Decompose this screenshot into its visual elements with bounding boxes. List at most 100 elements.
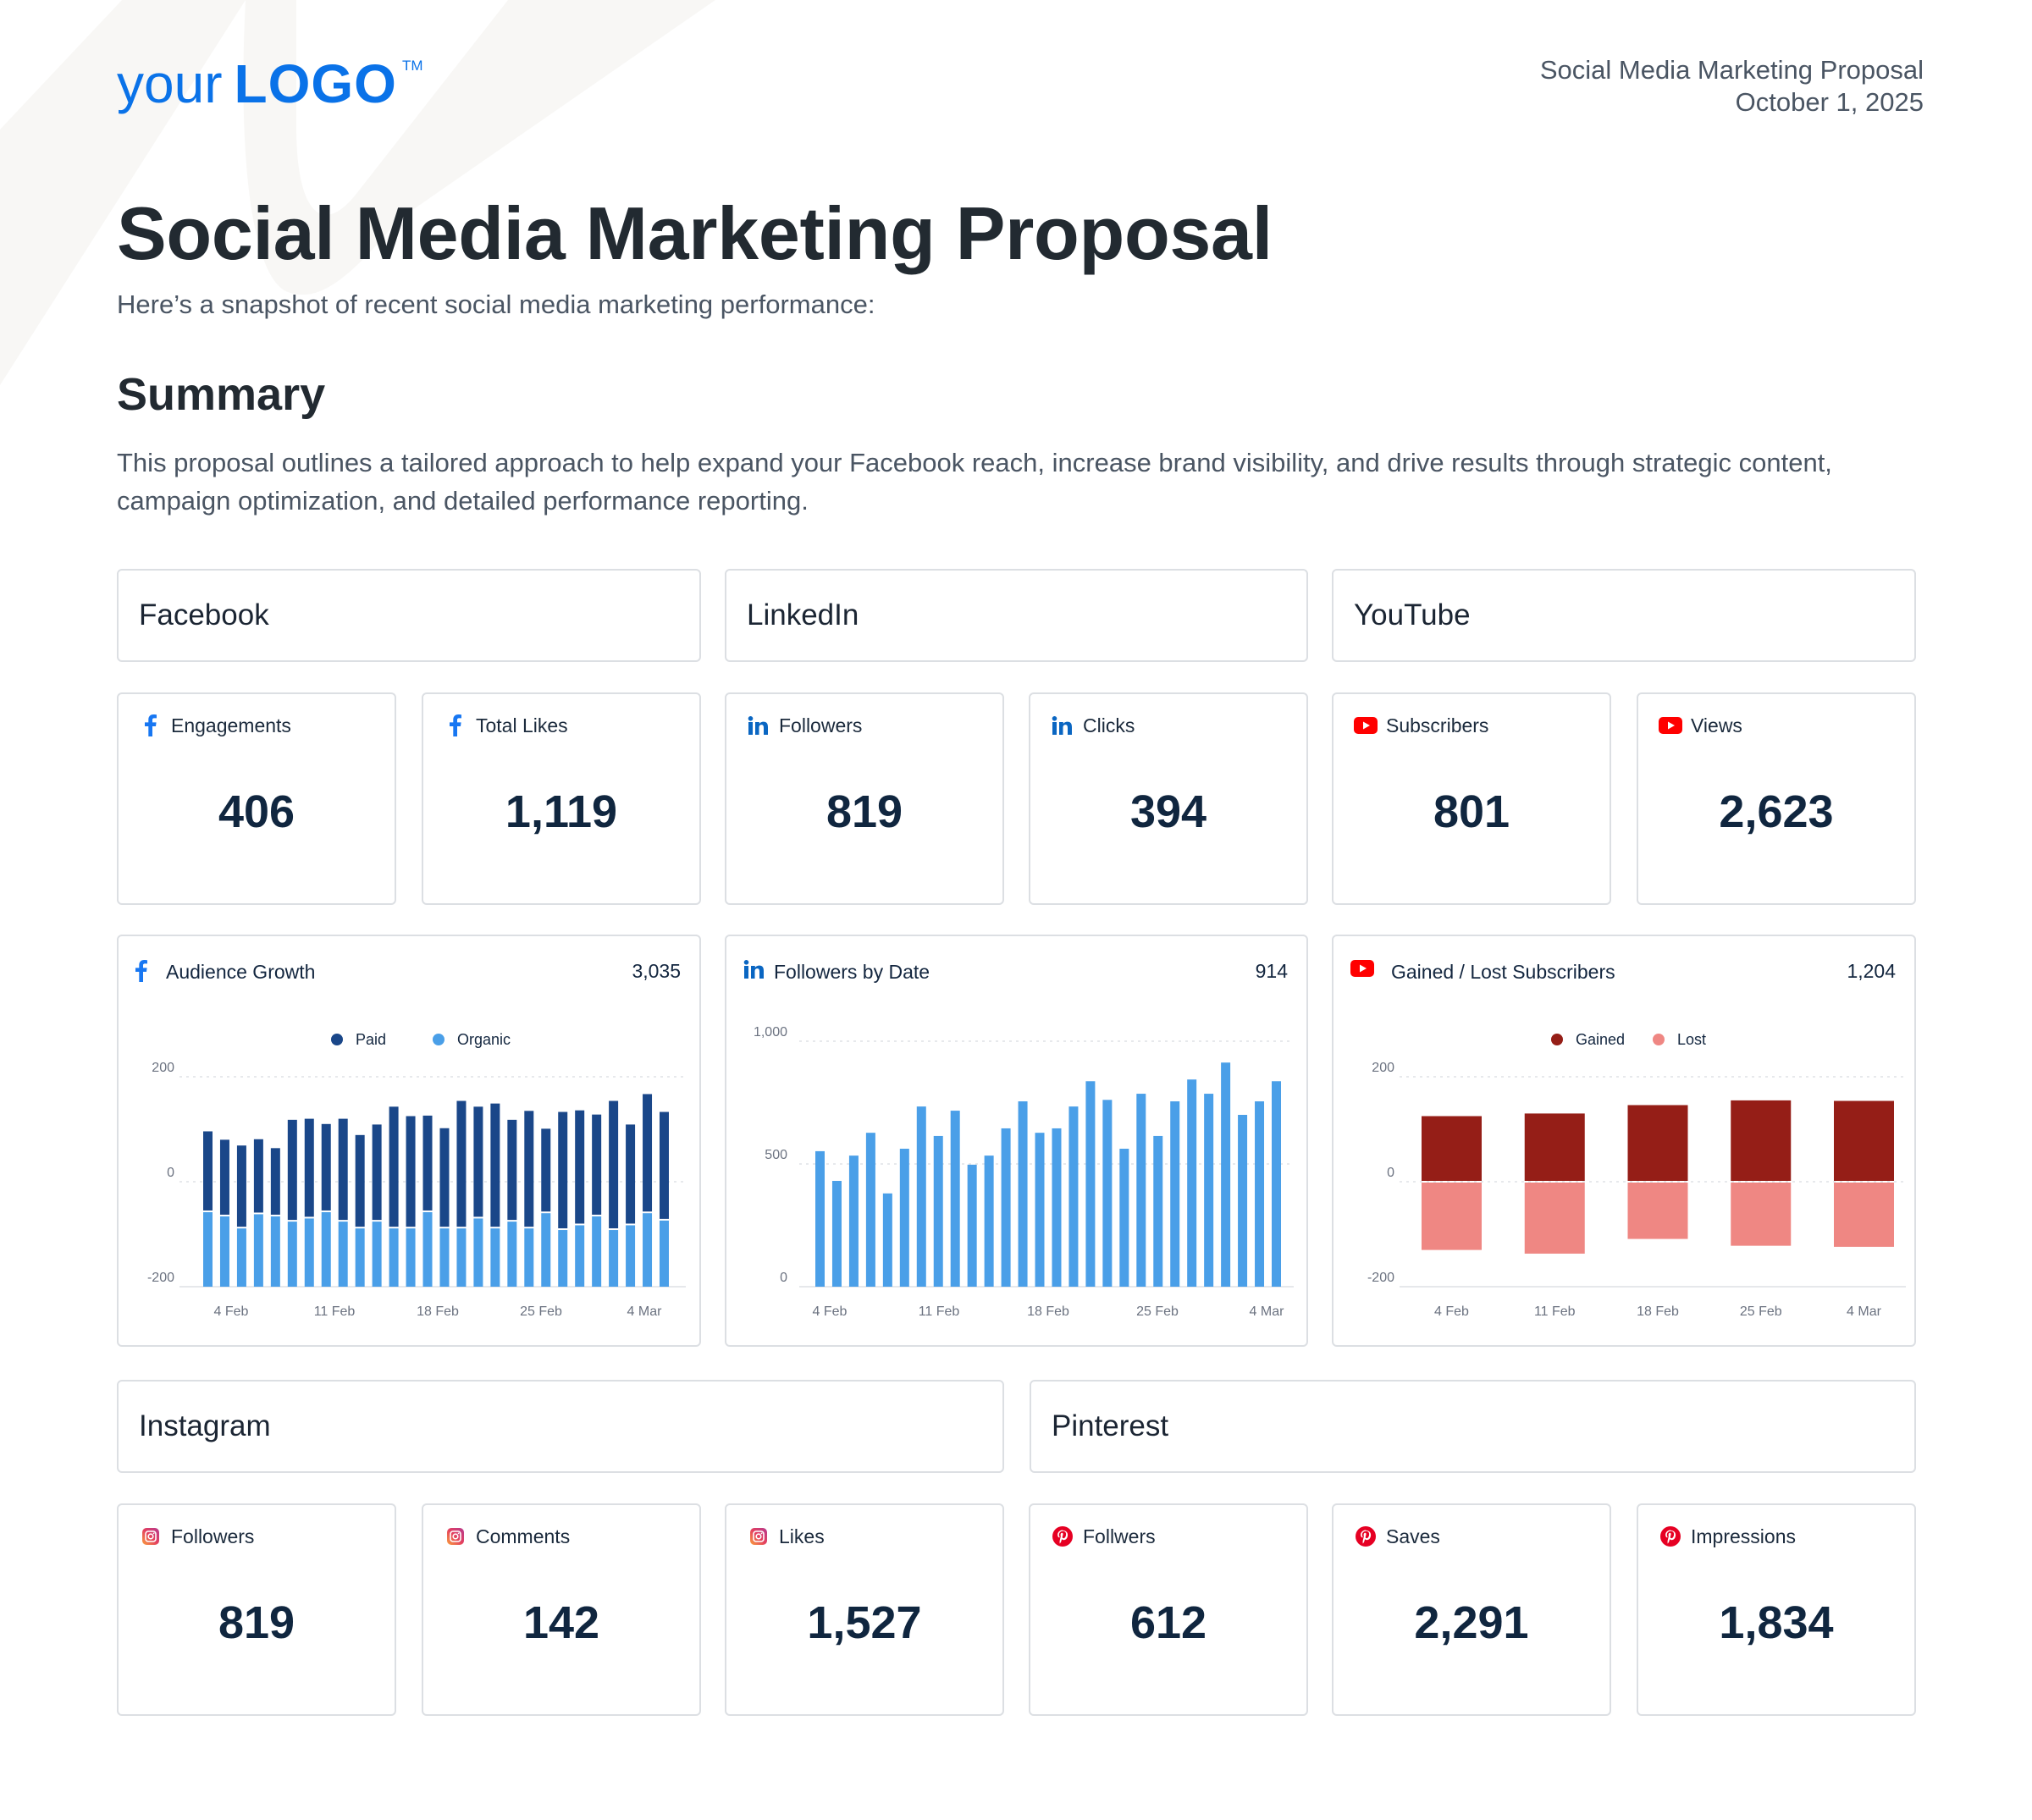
- summary-heading: Summary: [117, 369, 326, 420]
- bar-followers: [1238, 1115, 1248, 1287]
- bar-followers: [1272, 1081, 1281, 1287]
- youtube-icon: [1354, 714, 1378, 737]
- stat-value: 394: [1129, 786, 1207, 837]
- x-tick-label: 4 Feb: [1434, 1304, 1469, 1319]
- bar-paid: [236, 1145, 246, 1227]
- bar-organic: [372, 1222, 382, 1287]
- x-tick-label: 25 Feb: [520, 1304, 562, 1319]
- y-tick-label: 200: [1372, 1061, 1394, 1075]
- stat-label: Clicks: [1083, 714, 1135, 736]
- chart-total: 1,204: [1847, 960, 1896, 982]
- bar-followers: [1001, 1128, 1011, 1287]
- instagram-icon: [747, 1525, 770, 1548]
- pinterest-icon: [1051, 1525, 1074, 1548]
- youtube-icon: [1659, 714, 1682, 737]
- y-tick-label: 0: [780, 1271, 787, 1285]
- bar-paid: [609, 1100, 619, 1229]
- chart-card-gained-lost-subscribers: 200 0 -200 Gained Lost 4 Feb 11 Feb 18 Feb 25 Fe…: [1332, 935, 1916, 1347]
- audience-growth-chart: 200 0 -200 Paid Organic 4 Feb 11 Feb 18 Feb 25 F…: [147, 1031, 686, 1319]
- chart-total: 914: [1255, 960, 1288, 982]
- stat-value: 819: [218, 1597, 295, 1648]
- x-tick-label: 11 Feb: [314, 1304, 356, 1319]
- bar-lost: [1834, 1183, 1894, 1247]
- stat-card: Clicks 394: [1029, 692, 1308, 905]
- facebook-icon: [444, 714, 467, 737]
- bar-followers: [1153, 1135, 1163, 1287]
- bar-organic: [406, 1228, 416, 1287]
- bar-paid: [321, 1123, 331, 1211]
- bar-paid: [253, 1139, 263, 1213]
- legend-label-gained: Gained: [1576, 1031, 1625, 1048]
- bar-organic: [660, 1220, 669, 1287]
- section-linkedin: LinkedIn: [725, 569, 1308, 662]
- bar-organic: [270, 1216, 280, 1287]
- stat-label: Followers: [779, 714, 863, 736]
- youtube-icon: [1350, 960, 1374, 984]
- linkedin-icon: [1051, 714, 1074, 737]
- bar-organic: [473, 1218, 483, 1287]
- x-tick-label: 18 Feb: [417, 1304, 459, 1319]
- bar-followers: [1187, 1079, 1197, 1287]
- stat-label: Comments: [476, 1525, 571, 1547]
- bar-followers: [950, 1111, 960, 1287]
- bar-followers: [916, 1106, 926, 1287]
- stat-value: 142: [522, 1597, 600, 1648]
- background-swoosh: [0, 0, 715, 385]
- bar-followers: [1085, 1081, 1096, 1287]
- bar-lost: [1524, 1183, 1585, 1254]
- chart-card-audience-growth: 200 0 -200 Paid Organic 4 Feb 11 Feb 18 Feb 25 F…: [117, 935, 701, 1347]
- chart-total: 3,035: [632, 960, 681, 982]
- bar-paid: [406, 1116, 416, 1227]
- bar-paid: [626, 1124, 636, 1224]
- bar-followers: [1255, 1101, 1265, 1287]
- legend-label-paid: Paid: [356, 1031, 386, 1048]
- stat-card: Followers 819: [725, 692, 1004, 905]
- gained-lost-subscribers-chart: 200 0 -200 Gained Lost 4 Feb 11 Feb 18 Feb 25 Fe…: [1367, 1031, 1906, 1319]
- bar-paid: [372, 1124, 382, 1221]
- x-tick-label: 18 Feb: [1637, 1304, 1679, 1319]
- bar-followers: [882, 1193, 892, 1287]
- bar-organic: [389, 1228, 399, 1287]
- x-tick-label: 4 Mar: [1847, 1304, 1882, 1319]
- chart-title: Followers by Date: [774, 960, 930, 983]
- bar-gained: [1731, 1100, 1792, 1181]
- bar-organic: [338, 1222, 348, 1287]
- stat-label: Likes: [779, 1525, 825, 1547]
- bar-lost: [1627, 1183, 1688, 1239]
- bar-paid: [643, 1094, 653, 1212]
- stat-card: Follwers 612: [1029, 1503, 1308, 1716]
- y-tick-label: -200: [1367, 1271, 1394, 1285]
- page-subtitle: Here’s a snapshot of recent social media…: [117, 290, 875, 319]
- bar-gained: [1524, 1113, 1585, 1181]
- x-tick-label: 4 Mar: [627, 1304, 663, 1319]
- section-facebook: Facebook: [117, 569, 701, 662]
- bar-followers: [1170, 1101, 1180, 1287]
- stat-label: Total Likes: [476, 714, 568, 736]
- company-logo: your LOGO TM: [117, 52, 422, 115]
- bar-followers: [865, 1133, 875, 1287]
- bar-followers: [1068, 1106, 1079, 1287]
- linkedin-icon: [743, 960, 767, 984]
- bar-paid: [203, 1131, 213, 1211]
- bar-organic: [422, 1211, 433, 1287]
- bar-paid: [660, 1111, 669, 1219]
- bar-organic: [236, 1228, 246, 1287]
- bar-paid: [219, 1139, 229, 1215]
- pinterest-icon: [1659, 1525, 1682, 1548]
- bar-organic: [253, 1214, 263, 1287]
- stat-card: Comments 142: [422, 1503, 701, 1716]
- section-instagram: Instagram: [117, 1380, 1004, 1473]
- y-tick-label: 500: [765, 1148, 787, 1162]
- followers-by-date-chart: 1,000 500 0 4 Feb 11 Feb 18 Feb 25 Feb 4 Mar: [754, 1025, 1294, 1319]
- bar-organic: [490, 1228, 500, 1287]
- stat-value: 1,119: [505, 786, 618, 837]
- stat-label: Engagements: [171, 714, 291, 736]
- bar-paid: [439, 1128, 450, 1227]
- legend-label-lost: Lost: [1677, 1031, 1706, 1048]
- bar-paid: [507, 1119, 517, 1221]
- stat-value: 1,834: [1719, 1597, 1834, 1648]
- stat-label: Views: [1691, 714, 1742, 736]
- y-tick-label: -200: [147, 1271, 174, 1285]
- bar-followers: [815, 1150, 825, 1287]
- bar-followers: [1204, 1094, 1214, 1287]
